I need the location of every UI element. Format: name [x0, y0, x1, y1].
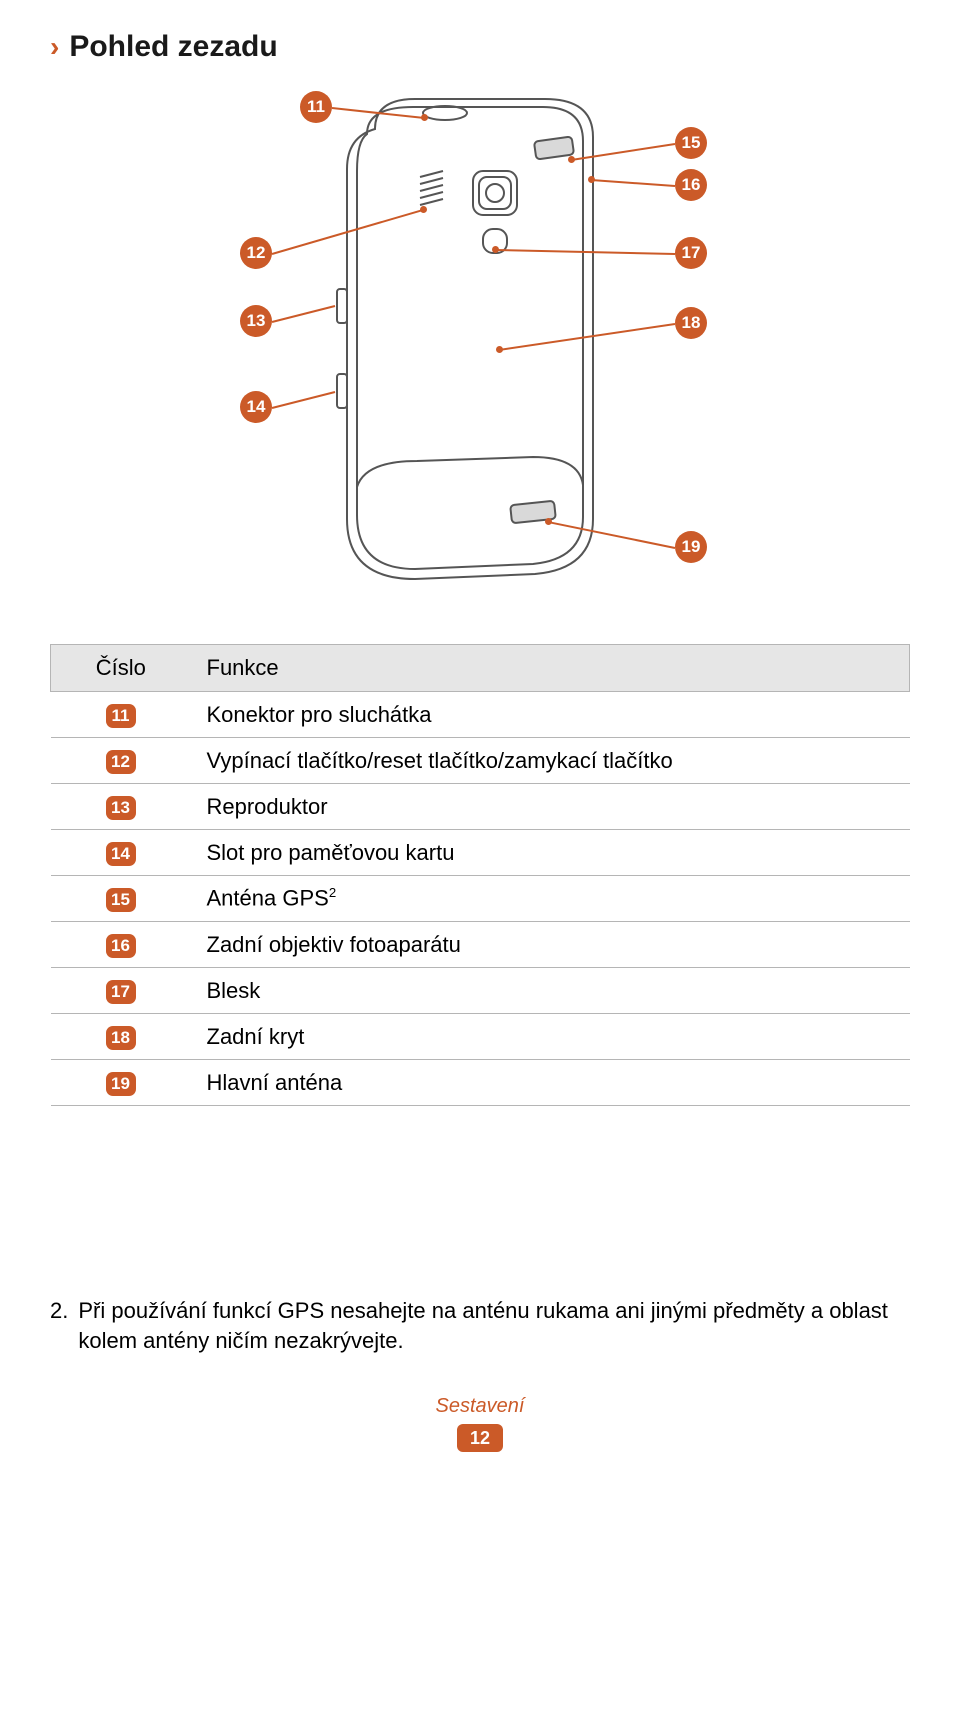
- row-label-cell: Zadní kryt: [191, 1014, 910, 1060]
- row-label-cell: Zadní objektiv fotoaparátu: [191, 922, 910, 968]
- table-row: 15 Anténa GPS2: [51, 876, 910, 922]
- row-badge: 15: [106, 888, 136, 912]
- page-number: 12: [457, 1424, 503, 1452]
- phone-back-diagram: 11 12 13 14 15 16 17 18 19: [205, 89, 755, 609]
- row-number-cell: 14: [51, 830, 191, 876]
- table-row: 13 Reproduktor: [51, 784, 910, 830]
- callout-15: 15: [675, 127, 707, 159]
- row-number-cell: 19: [51, 1060, 191, 1106]
- row-badge: 13: [106, 796, 136, 820]
- callout-13: 13: [240, 305, 272, 337]
- table-row: 14 Slot pro paměťovou kartu: [51, 830, 910, 876]
- row-badge: 11: [106, 704, 136, 728]
- callout-16: 16: [675, 169, 707, 201]
- table-row: 18 Zadní kryt: [51, 1014, 910, 1060]
- row-label-cell: Blesk: [191, 968, 910, 1014]
- row-badge: 19: [106, 1072, 136, 1096]
- row-label-cell: Anténa GPS2: [191, 876, 910, 922]
- callout-14: 14: [240, 391, 272, 423]
- table-row: 19 Hlavní anténa: [51, 1060, 910, 1106]
- page-footer: Sestavení 12: [50, 1395, 910, 1452]
- row-badge: 17: [106, 980, 136, 1004]
- phone-outline: [325, 89, 625, 599]
- footer-section-label: Sestavení: [50, 1395, 910, 1418]
- callout-12: 12: [240, 237, 272, 269]
- row-number-cell: 11: [51, 692, 191, 738]
- diagram-container: 11 12 13 14 15 16 17 18 19: [50, 89, 910, 609]
- row-label-cell: Vypínací tlačítko/reset tlačítko/zamykac…: [191, 738, 910, 784]
- footnote-text: Při používání funkcí GPS nesahejte na an…: [78, 1296, 910, 1355]
- row-badge: 14: [106, 842, 136, 866]
- row-badge: 16: [106, 934, 136, 958]
- table-row: 11 Konektor pro sluchátka: [51, 692, 910, 738]
- callout-11: 11: [300, 91, 332, 123]
- table-row: 12 Vypínací tlačítko/reset tlačítko/zamyk…: [51, 738, 910, 784]
- row-number-cell: 16: [51, 922, 191, 968]
- row-number-cell: 18: [51, 1014, 191, 1060]
- row-number-cell: 17: [51, 968, 191, 1014]
- row-label-cell: Konektor pro sluchátka: [191, 692, 910, 738]
- table-row: 17 Blesk: [51, 968, 910, 1014]
- row-badge: 18: [106, 1026, 136, 1050]
- row-label-cell: Hlavní anténa: [191, 1060, 910, 1106]
- row-badge: 12: [106, 750, 136, 774]
- footnote: 2. Při používání funkcí GPS nesahejte na…: [50, 1296, 910, 1355]
- callout-18: 18: [675, 307, 707, 339]
- table-row: 16 Zadní objektiv fotoaparátu: [51, 922, 910, 968]
- parts-table: Číslo Funkce 11 Konektor pro sluchátka 12 V…: [50, 644, 910, 1106]
- callout-17: 17: [675, 237, 707, 269]
- col-header-function: Funkce: [191, 645, 910, 692]
- footnote-number: 2.: [50, 1296, 68, 1355]
- row-number-cell: 12: [51, 738, 191, 784]
- chevron-icon: ›: [50, 31, 59, 63]
- section-heading: › Pohled zezadu: [50, 30, 910, 64]
- row-label-cell: Slot pro paměťovou kartu: [191, 830, 910, 876]
- row-label-cell: Reproduktor: [191, 784, 910, 830]
- row-number-cell: 13: [51, 784, 191, 830]
- heading-text: Pohled zezadu: [69, 30, 277, 64]
- row-number-cell: 15: [51, 876, 191, 922]
- callout-19: 19: [675, 531, 707, 563]
- col-header-number: Číslo: [51, 645, 191, 692]
